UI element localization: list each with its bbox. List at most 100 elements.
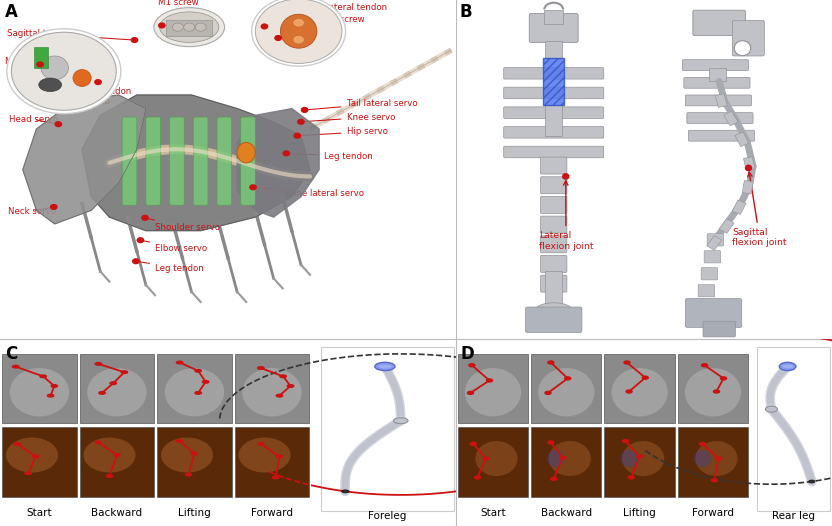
Text: A: A [4,3,17,22]
Ellipse shape [538,368,594,417]
FancyBboxPatch shape [698,285,715,297]
FancyBboxPatch shape [541,275,567,292]
Circle shape [37,62,43,67]
Circle shape [628,476,634,479]
Text: Leg tendon: Leg tendon [289,151,373,160]
Circle shape [701,364,707,367]
Circle shape [258,442,264,445]
Circle shape [283,151,290,156]
Ellipse shape [83,438,136,472]
Text: Backward: Backward [92,508,142,518]
FancyBboxPatch shape [170,117,184,205]
Ellipse shape [39,78,62,92]
Circle shape [276,455,283,458]
Ellipse shape [621,450,638,467]
Ellipse shape [73,69,92,86]
Circle shape [258,367,264,369]
Bar [166,21,212,36]
FancyBboxPatch shape [503,127,604,138]
Circle shape [196,23,206,31]
Circle shape [55,122,62,127]
Bar [157,427,231,497]
Circle shape [276,394,283,397]
FancyBboxPatch shape [693,10,745,36]
FancyBboxPatch shape [684,77,750,88]
Circle shape [121,371,127,373]
Text: M1 screw: M1 screw [4,57,45,66]
Circle shape [294,133,300,138]
Circle shape [7,29,121,114]
Circle shape [745,165,751,170]
Bar [543,58,564,105]
Circle shape [176,361,183,364]
Ellipse shape [293,35,305,44]
FancyBboxPatch shape [732,21,765,56]
FancyBboxPatch shape [122,117,136,205]
Bar [545,271,562,305]
Circle shape [47,394,54,397]
FancyBboxPatch shape [541,216,567,233]
Circle shape [721,377,726,380]
Circle shape [624,361,630,364]
Ellipse shape [10,368,69,417]
Circle shape [560,457,566,459]
Circle shape [700,442,706,446]
Text: Foreleg: Foreleg [369,511,407,521]
FancyBboxPatch shape [503,107,604,118]
FancyBboxPatch shape [503,87,604,99]
Bar [706,236,722,250]
Bar [544,10,563,24]
Circle shape [195,391,201,394]
Text: Sagittal
flexion joint: Sagittal flexion joint [732,172,787,247]
Ellipse shape [696,441,738,476]
Text: Rear leg: Rear leg [772,511,815,521]
Ellipse shape [685,368,741,417]
Ellipse shape [165,368,224,417]
Bar [735,132,749,147]
FancyBboxPatch shape [707,234,724,246]
Circle shape [255,0,342,64]
Text: M1 screw: M1 screw [280,15,364,37]
Circle shape [487,379,493,382]
Circle shape [184,23,195,31]
Circle shape [273,476,279,479]
Circle shape [202,380,209,383]
Circle shape [40,375,47,378]
Circle shape [547,361,554,364]
FancyBboxPatch shape [217,117,231,205]
Text: Backward: Backward [541,508,592,518]
Text: Forward: Forward [251,508,293,518]
Circle shape [176,440,183,442]
Circle shape [375,362,395,370]
Circle shape [711,479,717,482]
Text: Leg tendon: Leg tendon [139,261,204,272]
FancyBboxPatch shape [682,60,749,70]
Bar [2,427,77,497]
Circle shape [636,455,642,458]
Text: Forward: Forward [692,508,734,518]
Circle shape [110,382,116,385]
Circle shape [99,391,106,394]
FancyBboxPatch shape [686,95,751,106]
Text: Lifting: Lifting [623,508,656,518]
Bar [678,427,748,497]
Text: Spine lateral servo: Spine lateral servo [255,187,364,198]
Ellipse shape [547,450,565,467]
FancyBboxPatch shape [704,251,721,263]
Circle shape [642,376,648,379]
Circle shape [716,457,721,460]
Circle shape [51,385,57,387]
Ellipse shape [41,56,68,80]
Circle shape [132,259,139,264]
Circle shape [714,390,720,393]
Text: Tail lateral servo: Tail lateral servo [307,99,417,110]
Text: Lateral tendon: Lateral tendon [267,3,387,26]
Ellipse shape [87,368,146,417]
Circle shape [95,362,102,365]
Circle shape [172,23,183,31]
Circle shape [483,457,489,460]
Circle shape [114,454,120,457]
FancyBboxPatch shape [541,196,567,214]
FancyBboxPatch shape [688,130,755,141]
Ellipse shape [293,18,305,27]
